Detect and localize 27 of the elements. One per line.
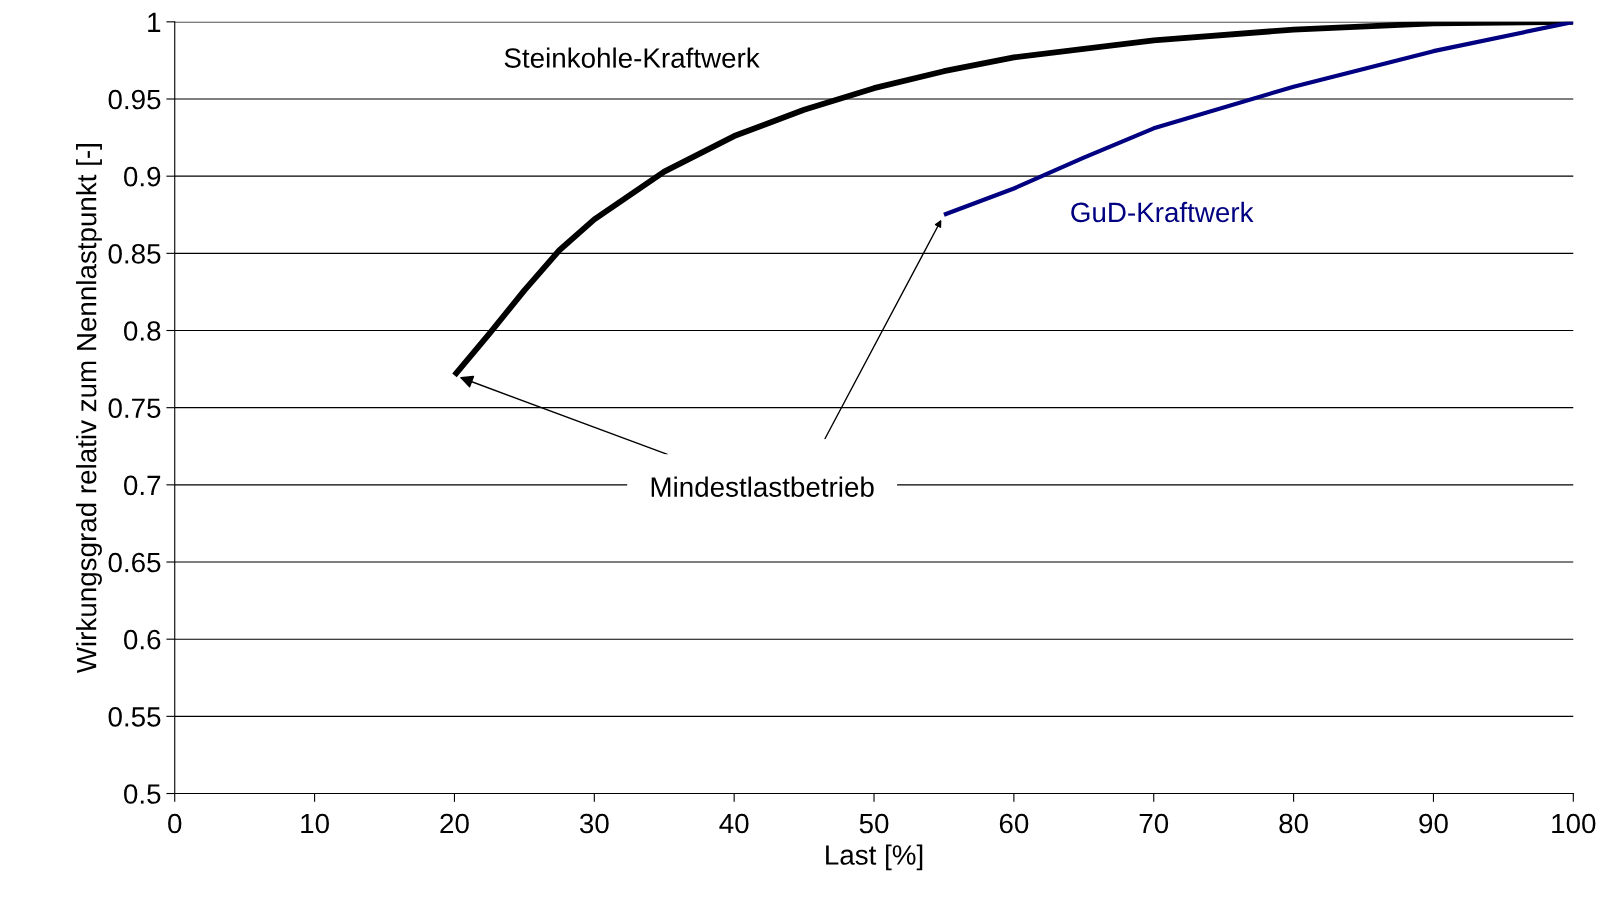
x-axis-title: Last [%] xyxy=(826,844,923,871)
y-tick-label: 0.65 xyxy=(108,552,161,573)
y-axis-title: Wirkungsgrad relativ zum Nennlastpunkt [-] xyxy=(76,144,102,674)
x-tick-label: 100 xyxy=(1552,813,1596,834)
x-tick-label: 20 xyxy=(440,813,469,834)
y-tick-label: 0.6 xyxy=(124,629,161,650)
x-tick-label: 60 xyxy=(999,813,1029,834)
y-tick-label: 0.8 xyxy=(124,321,161,341)
x-tick-label: 70 xyxy=(1139,813,1169,834)
y-tick-label: 0.7 xyxy=(124,475,161,496)
y-tick-label: 0.55 xyxy=(108,707,161,727)
y-tick-label: 0.9 xyxy=(124,166,161,187)
x-tick-label: 50 xyxy=(859,813,889,834)
annotation: Mindestlastbetrieb xyxy=(651,476,874,497)
x-tick-label: 10 xyxy=(301,813,329,834)
x-tick-label: 40 xyxy=(719,813,749,834)
x-tick-label: 90 xyxy=(1419,813,1448,834)
x-tick-label: 80 xyxy=(1279,813,1308,834)
y-tick-label: 0.5 xyxy=(124,784,161,804)
y-tick-label: 0.95 xyxy=(108,89,161,110)
series-label: Steinkohle-Kraftwerk xyxy=(504,47,760,68)
series-label: GuD-Kraftwerk xyxy=(1071,201,1254,223)
x-tick-label: 0 xyxy=(168,813,182,834)
y-tick-label: 0.85 xyxy=(108,244,161,264)
y-tick-label: 0.75 xyxy=(108,398,161,419)
y-tick-label: 1 xyxy=(148,12,161,32)
x-tick-label: 30 xyxy=(579,813,609,834)
